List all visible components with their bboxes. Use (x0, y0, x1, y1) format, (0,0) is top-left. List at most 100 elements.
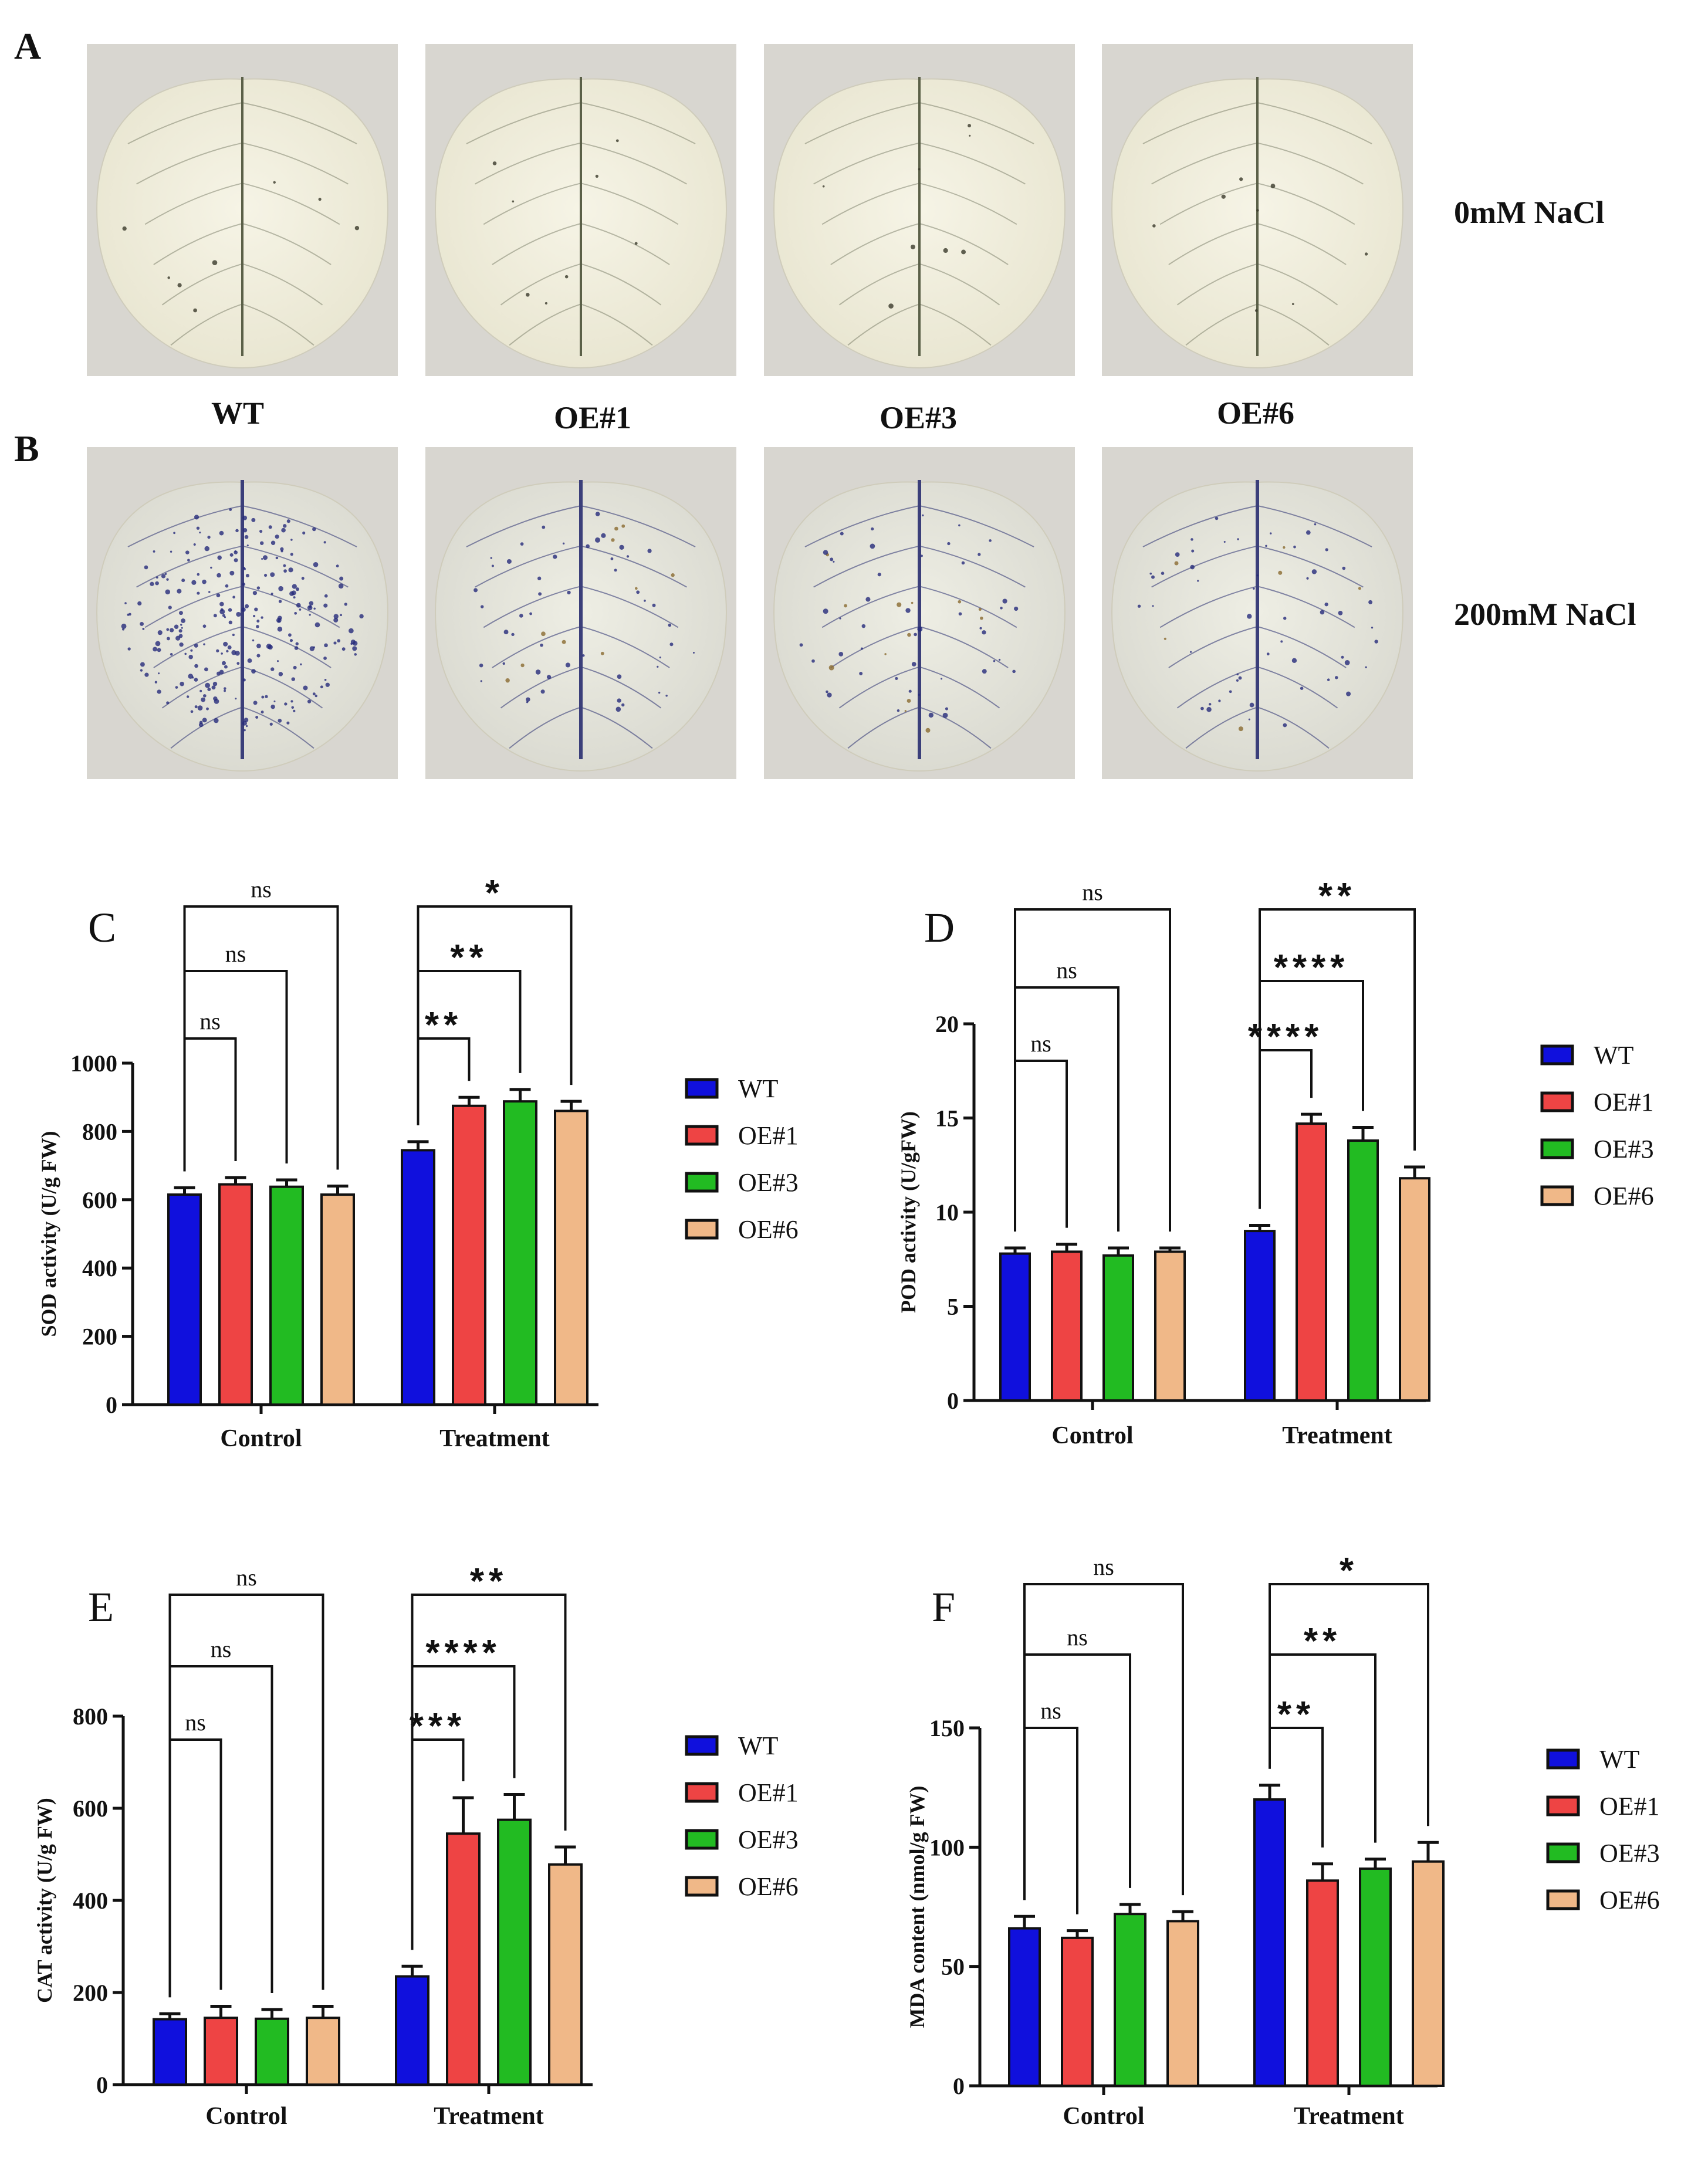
leaf-vein (1257, 706, 1330, 749)
stain-spot (601, 533, 606, 538)
significance-label: ns (225, 941, 246, 967)
bar-control-oe1 (204, 2017, 238, 2086)
leaf-vein (144, 586, 243, 628)
stain-spot (219, 669, 224, 675)
significance-bracket (183, 1037, 237, 1172)
stain-spot (228, 608, 232, 612)
stain-spot (157, 648, 161, 652)
y-axis-label: MDA content (nmol/g FW) (905, 1786, 929, 2028)
y-tick-label: 800 (82, 1118, 117, 1145)
stain-spot (281, 527, 286, 533)
condition-label-200mm: 200mM NaCl (1454, 597, 1636, 632)
stain-spot (286, 519, 290, 523)
stain-spot (799, 643, 803, 647)
significance-label: ns (251, 876, 272, 902)
photo-row-0mm (87, 44, 1413, 376)
significance-label: ** (1277, 1694, 1315, 1735)
legend-label: OE#6 (1594, 1182, 1654, 1210)
leaf-vein (580, 303, 653, 346)
stain-spot (1012, 669, 1016, 674)
stain-spot (256, 625, 259, 628)
stain-spot (1215, 516, 1219, 520)
leaf-vein (580, 505, 696, 547)
stain-spot (155, 581, 159, 586)
stain-spot (1190, 651, 1192, 653)
stain-spot (480, 680, 482, 682)
stain-spot (140, 669, 143, 672)
stain-spot (222, 614, 225, 617)
stain-spot (480, 605, 484, 608)
stain-spot (945, 707, 948, 711)
stain-spot (242, 528, 248, 533)
significance-label: ns (211, 1636, 232, 1662)
stain-spot (526, 701, 529, 703)
stain-spot (259, 529, 263, 533)
leaf-vein (919, 545, 1026, 588)
stain-spot (251, 517, 256, 522)
stain-spot (246, 544, 249, 547)
legend-label: OE#1 (738, 1121, 799, 1150)
stain-spot (270, 572, 275, 577)
stain-spot (283, 524, 287, 528)
y-tick-label: 150 (929, 1715, 965, 1741)
leaf-vein (1185, 303, 1258, 346)
stain-spot (1358, 587, 1361, 590)
leaf-vein (170, 706, 243, 749)
stain-spot (187, 559, 190, 562)
stain-spot (595, 512, 600, 516)
leaf-vein (242, 223, 332, 265)
stain-spot (251, 669, 256, 674)
stain-spot (214, 699, 219, 704)
leaf-vein (242, 626, 332, 668)
leaf-vein (242, 142, 349, 185)
stain-spot (288, 633, 292, 637)
leaf-vein (1257, 142, 1364, 185)
stain-spot (157, 689, 161, 694)
stain-spot (299, 608, 302, 611)
bar-treatment-wt (395, 1975, 429, 2086)
significance-label: ns (1067, 1624, 1088, 1650)
stain-spot (1237, 538, 1239, 540)
stain-spot (284, 702, 288, 706)
stain-spot (307, 699, 312, 703)
stain-spot (270, 704, 275, 709)
leaf-vein (919, 182, 1017, 225)
stain-spot (338, 583, 344, 589)
stain-spot (199, 689, 202, 692)
leaf-vein (475, 545, 581, 588)
stain-spot (180, 624, 182, 626)
leaf-vein (1185, 706, 1258, 749)
leaf-vein (242, 666, 323, 709)
genotype-label-wt: WT (211, 395, 264, 431)
stain-spot (211, 685, 216, 690)
leaf-vein (919, 586, 1017, 628)
legend-label: OE#6 (738, 1872, 799, 1901)
bar-control-oe6 (1154, 1250, 1186, 1402)
leaf-photo-wt-0mm (87, 44, 398, 376)
stain-spot (193, 543, 196, 546)
stain-spot (210, 566, 212, 569)
stain-spot (567, 590, 571, 595)
stain-spot (1249, 702, 1254, 708)
leaf-vein (242, 545, 349, 588)
stain-spot (198, 722, 204, 728)
stain-spot (270, 593, 273, 596)
leaf-vein (838, 263, 920, 306)
leaf-vein (1176, 263, 1258, 306)
leaf-vein (1151, 142, 1258, 185)
stain-spot (359, 614, 364, 619)
stain-spot (473, 588, 478, 593)
stain-spot (1238, 726, 1243, 732)
stain-spot (178, 629, 182, 633)
stain-spot (222, 661, 226, 665)
stain-spot (535, 669, 541, 675)
stain-spot (190, 710, 194, 713)
stain-spot (1305, 530, 1311, 535)
stain-spot (273, 700, 276, 702)
stain-spot (164, 573, 167, 575)
stain-spot (659, 657, 661, 659)
stain-spot (256, 620, 260, 623)
stain-spot (212, 260, 218, 265)
stain-spot (941, 678, 943, 680)
significance-label: ns (1082, 879, 1103, 905)
